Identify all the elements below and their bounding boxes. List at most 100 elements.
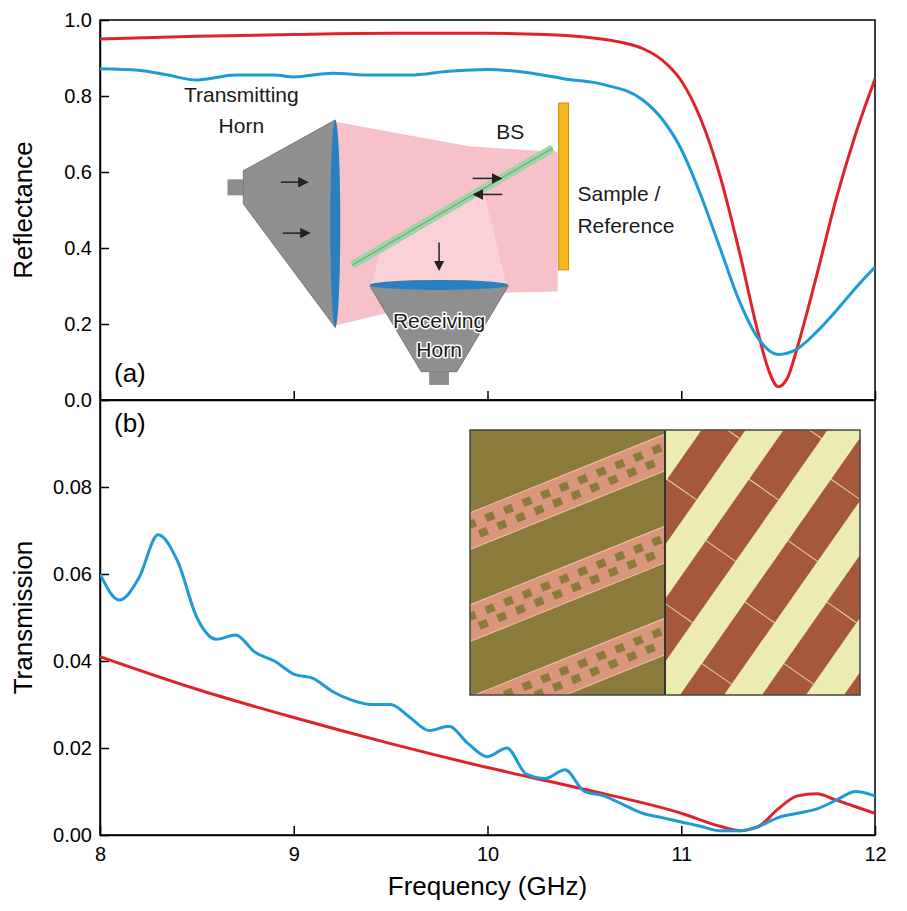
tick-mark bbox=[100, 661, 109, 663]
tick-label: 0.06 bbox=[53, 563, 92, 585]
pattern-gap bbox=[570, 581, 581, 592]
arrow bbox=[473, 178, 501, 180]
pattern-gap bbox=[478, 527, 489, 538]
receiving-horn bbox=[370, 286, 508, 372]
band-cut bbox=[784, 664, 813, 685]
tick-mark bbox=[681, 826, 683, 835]
tick-label: 10 bbox=[477, 843, 499, 865]
pattern-gap bbox=[521, 496, 532, 507]
band-cut bbox=[702, 664, 731, 685]
tick: 0.6 bbox=[64, 161, 109, 183]
annotation: BS bbox=[496, 120, 524, 143]
plot-frame bbox=[100, 400, 875, 835]
pattern-gap bbox=[645, 459, 656, 470]
annotation: ReceivingHorn bbox=[393, 308, 485, 360]
setup-schematic: TransmittingHornBSSample /ReferenceRecei… bbox=[184, 82, 674, 385]
tick-label: 8 bbox=[95, 843, 106, 865]
pattern-gap bbox=[521, 680, 532, 691]
pattern-gap bbox=[533, 688, 544, 695]
tick bbox=[488, 391, 489, 400]
tick: 0.4 bbox=[64, 237, 109, 259]
horn-neck bbox=[228, 179, 244, 195]
band-cut bbox=[831, 479, 860, 500]
tick-mark bbox=[681, 391, 683, 400]
lens bbox=[330, 120, 340, 327]
photo-divider bbox=[664, 430, 666, 695]
data-line bbox=[100, 535, 875, 831]
tick-label: 1.0 bbox=[64, 9, 92, 31]
pattern-gap bbox=[515, 512, 526, 523]
pattern-gap bbox=[626, 651, 637, 662]
arrow bbox=[475, 194, 503, 196]
data-line bbox=[100, 33, 875, 386]
pattern-gap bbox=[589, 666, 600, 677]
pattern-gap bbox=[577, 474, 588, 485]
tick-mark bbox=[100, 96, 109, 98]
pattern-band bbox=[823, 430, 860, 695]
pattern-gap bbox=[651, 536, 662, 547]
pattern-gap bbox=[552, 589, 563, 600]
tick: 9 bbox=[289, 826, 300, 865]
data-line bbox=[100, 69, 875, 355]
pattern-gap bbox=[596, 558, 607, 569]
panel-label: (a) bbox=[114, 358, 146, 388]
tick-label: 0.2 bbox=[64, 313, 92, 335]
pattern-gap bbox=[589, 574, 600, 585]
pattern-gap bbox=[570, 673, 581, 684]
pattern-gap bbox=[651, 444, 662, 455]
lens bbox=[370, 280, 508, 290]
annotation: TransmittingHorn bbox=[184, 82, 299, 136]
tick-mark bbox=[294, 391, 296, 400]
band-cut bbox=[792, 430, 821, 438]
tick-label: 0.00 bbox=[53, 824, 92, 846]
tick-label: 0.08 bbox=[53, 476, 92, 498]
pattern-gap bbox=[614, 459, 625, 470]
x-axis bbox=[101, 391, 876, 401]
pattern-band bbox=[741, 430, 860, 695]
arrow bbox=[281, 181, 307, 183]
tick: 0.8 bbox=[64, 85, 109, 107]
tick-mark bbox=[100, 324, 109, 326]
pattern-gap bbox=[651, 628, 662, 639]
band-cut bbox=[710, 430, 739, 438]
copper-band bbox=[741, 430, 860, 695]
photo-border bbox=[470, 430, 860, 695]
pattern-gap bbox=[626, 559, 637, 570]
pattern-gap bbox=[559, 573, 570, 584]
pattern-gap bbox=[577, 658, 588, 669]
tick-mark bbox=[487, 826, 489, 835]
pattern-strip bbox=[470, 588, 665, 695]
copper-band bbox=[823, 430, 860, 695]
pattern-gap bbox=[533, 596, 544, 607]
pattern-gap bbox=[470, 519, 477, 530]
pattern-gap bbox=[521, 588, 532, 599]
pattern-gap bbox=[540, 581, 551, 592]
pattern-gap bbox=[645, 643, 656, 654]
tick-label: 0.04 bbox=[53, 650, 92, 672]
tick-label: 0.8 bbox=[64, 85, 92, 107]
beam-splitter bbox=[352, 148, 553, 265]
tick-label: 11 bbox=[671, 843, 692, 865]
figure: TransmittingHornBSSample /ReferenceRecei… bbox=[0, 0, 907, 911]
pattern-gap bbox=[589, 482, 600, 493]
pattern-gap bbox=[484, 511, 495, 522]
band-cut bbox=[788, 541, 817, 562]
pattern-gap bbox=[552, 681, 563, 692]
horn-neck bbox=[429, 372, 449, 385]
band-cut bbox=[665, 602, 693, 623]
tick-mark bbox=[294, 826, 296, 835]
beam-splitter-edge bbox=[352, 148, 553, 265]
tick-mark bbox=[100, 487, 109, 489]
pattern-gap bbox=[570, 489, 581, 500]
pattern-strip bbox=[470, 496, 665, 648]
band-cut bbox=[667, 479, 696, 500]
plot-frame bbox=[100, 20, 875, 400]
tick bbox=[294, 391, 295, 400]
panel: 0.000.020.040.060.0889101112(b)Transmiss… bbox=[8, 348, 907, 901]
band-cut bbox=[827, 602, 856, 623]
arrow bbox=[438, 243, 440, 269]
tick: 10 bbox=[477, 826, 499, 865]
tick bbox=[681, 391, 682, 400]
band-cut bbox=[706, 541, 735, 562]
data-line bbox=[100, 657, 875, 831]
